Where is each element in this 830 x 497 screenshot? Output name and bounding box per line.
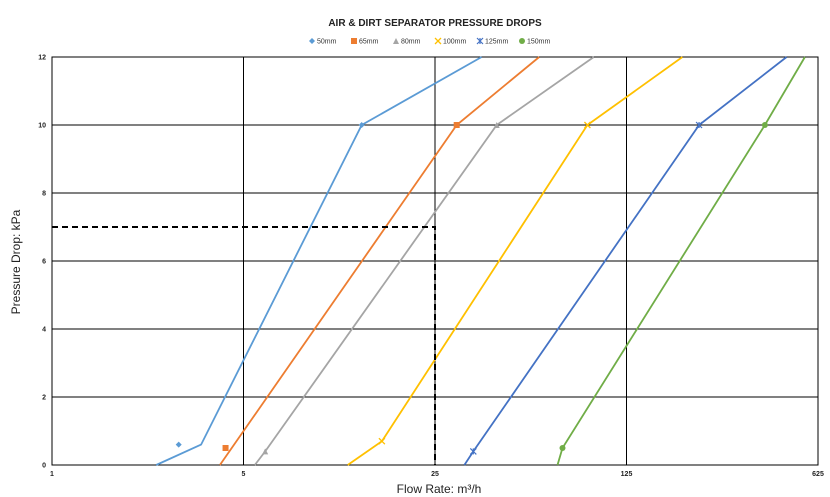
square-marker (453, 122, 460, 128)
star-marker (476, 37, 484, 45)
legend-label: 125mm (485, 39, 509, 46)
y-tick-label: 6 (42, 259, 46, 266)
y-tick-label: 10 (38, 123, 46, 130)
series-line (463, 56, 788, 466)
series-50mm (155, 56, 483, 466)
diamond-marker (358, 122, 365, 128)
diamond-marker (175, 441, 182, 448)
series-line (347, 56, 683, 466)
legend-label: 65mm (359, 39, 379, 46)
x-axis-label: Flow Rate: m³/h (397, 482, 482, 496)
circle-marker (761, 122, 768, 128)
series-lines (155, 56, 806, 466)
y-tick-label: 4 (42, 327, 46, 334)
y-tick-label: 2 (42, 395, 46, 402)
legend-item: 50mm (309, 38, 337, 46)
circle-marker (559, 445, 566, 451)
legend-label: 80mm (401, 39, 421, 46)
star-marker (469, 447, 477, 455)
x-axis-ticks: 1 5 25 125 625 (50, 471, 824, 478)
legend-item: 150mm (519, 38, 551, 46)
y-axis-ticks: 0 2 4 6 8 10 12 (38, 55, 46, 470)
legend-item: 100mm (434, 37, 467, 46)
y-axis-label: Pressure Drop: kPa (9, 209, 23, 314)
grid (51, 56, 819, 466)
dashed-reference-line (52, 226, 436, 465)
x-marker (434, 37, 442, 45)
legend-item: 125mm (476, 37, 509, 46)
legend: 50mm 65mm 80mm 100mm 125mm 150mm (309, 37, 551, 46)
legend-item: 80mm (393, 38, 421, 46)
legend-label: 100mm (443, 39, 467, 46)
triangle-marker (493, 122, 500, 128)
series-65mm (219, 56, 540, 466)
series-line (155, 56, 483, 466)
x-tick-label: 125 (621, 471, 633, 478)
chart-title: AIR & DIRT SEPARATOR PRESSURE DROPS (328, 18, 542, 29)
y-tick-label: 0 (42, 463, 46, 470)
star-marker (695, 121, 703, 129)
series-100mm (347, 56, 683, 466)
series-line (254, 56, 595, 466)
x-tick-label: 5 (242, 471, 246, 478)
legend-label: 150mm (527, 39, 551, 46)
triangle-marker (393, 38, 399, 44)
annotations (52, 226, 436, 465)
x-tick-label: 625 (812, 471, 824, 478)
x-tick-label: 25 (431, 471, 439, 478)
series-125mm (463, 56, 788, 466)
circle-marker (519, 38, 525, 44)
y-tick-label: 12 (38, 55, 46, 62)
series-150mm (556, 56, 806, 466)
legend-item: 65mm (351, 38, 379, 46)
series-80mm (254, 56, 595, 466)
square-marker (222, 445, 229, 451)
x-tick-label: 1 (50, 471, 54, 478)
legend-label: 50mm (317, 39, 337, 46)
triangle-marker (262, 448, 269, 455)
series-line (556, 56, 806, 466)
x-marker (378, 437, 386, 445)
square-marker (351, 38, 357, 44)
diamond-marker (309, 38, 315, 44)
y-tick-label: 8 (42, 191, 46, 198)
x-marker (583, 121, 591, 129)
